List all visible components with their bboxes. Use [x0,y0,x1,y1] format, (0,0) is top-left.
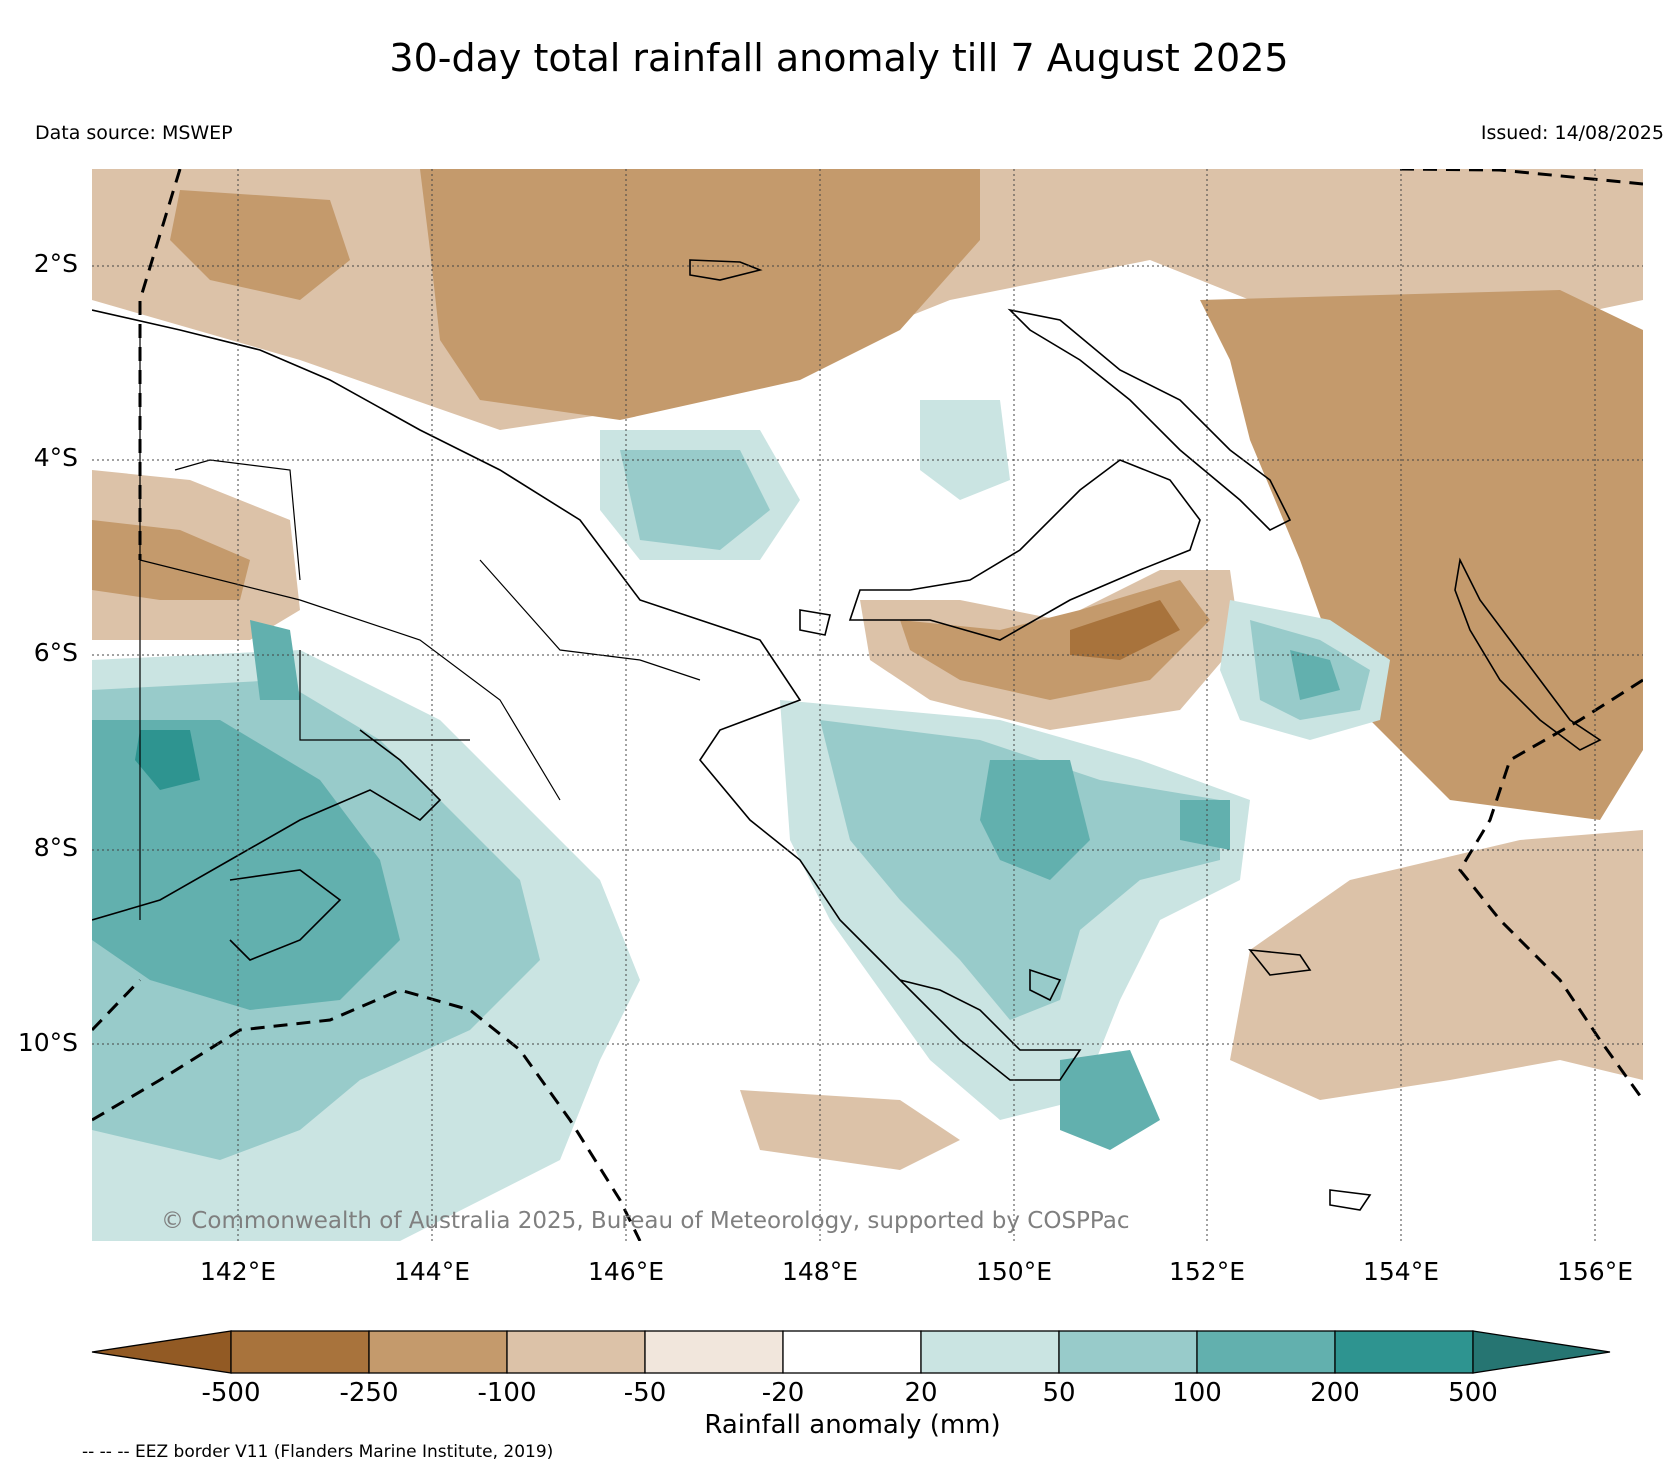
map-title: 30-day total rainfall anomaly till 7 Aug… [389,36,1289,80]
lon-label: 156°E [1556,1257,1633,1286]
lon-label: 150°E [975,1257,1052,1286]
colorbar-tick: 20 [904,1378,938,1408]
eez-note: -- -- -- EEZ border V11 (Flanders Marine… [82,1442,554,1462]
colorbar-title: Rainfall anomaly (mm) [704,1410,1001,1440]
colorbar-under-triangle [91,1330,232,1374]
colorbar-tick: -50 [623,1378,667,1408]
colorbar-bin [506,1330,646,1374]
colorbar-bin [230,1330,370,1374]
anomaly-field [92,169,1643,1241]
data-source: Data source: MSWEP [35,122,233,144]
lon-label: 152°E [1168,1257,1245,1286]
colorbar-bin [1058,1330,1198,1374]
gridlines [92,169,1643,1241]
colorbar-bin [782,1330,922,1374]
colorbar-tick: 50 [1042,1378,1076,1408]
colorbar-tick: -20 [761,1378,805,1408]
lat-label: 4°S [33,443,78,472]
lat-label: 10°S [17,1028,78,1057]
colorbar-bin [1334,1330,1474,1374]
colorbar-tick: -250 [339,1378,399,1408]
copyright-notice: © Commonwealth of Australia 2025, Bureau… [161,1208,1130,1234]
lon-label: 144°E [393,1257,470,1286]
lon-label: 148°E [781,1257,858,1286]
colorbar-bin [644,1330,784,1374]
colorbar-tick: 200 [1310,1378,1360,1408]
colorbar-tick: 500 [1448,1378,1498,1408]
lat-label: 2°S [33,249,78,278]
colorbar [91,1330,1611,1374]
lat-label: 6°S [33,638,78,667]
colorbar-bin [368,1330,508,1374]
colorbar-tick: -100 [477,1378,537,1408]
colorbar-tick: -500 [201,1378,261,1408]
lon-label: 142°E [199,1257,276,1286]
colorbar-bin [920,1330,1060,1374]
lat-label: 8°S [33,833,78,862]
lon-label: 154°E [1362,1257,1439,1286]
colorbar-bin [1196,1330,1336,1374]
colorbar-over-triangle [1472,1330,1611,1374]
coastlines [92,259,1602,1211]
issued-date: Issued: 14/08/2025 [1480,122,1664,144]
colorbar-tick: 100 [1172,1378,1222,1408]
lon-label: 146°E [587,1257,664,1286]
